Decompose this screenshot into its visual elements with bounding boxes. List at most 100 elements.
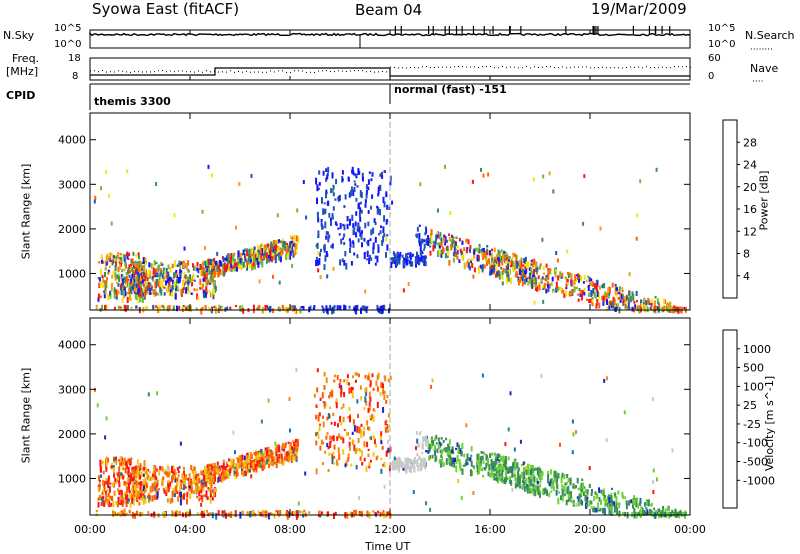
power-cell — [271, 245, 273, 252]
velocity-cell — [363, 457, 366, 462]
power-cell — [437, 242, 440, 246]
power-cell — [608, 305, 611, 310]
velocity-cell — [128, 458, 131, 463]
velocity-cell — [144, 499, 147, 504]
velocity-cell — [172, 465, 175, 471]
velocity-cell — [148, 496, 151, 501]
velocity-colorbar-tick-label: -100 — [743, 437, 768, 450]
velocity-cell — [556, 474, 559, 482]
power-cell — [420, 258, 423, 262]
velocity-cell — [577, 487, 580, 491]
velocity-cell — [171, 465, 173, 473]
velocity-cell — [281, 460, 283, 465]
nave-dot — [162, 70, 163, 72]
velocity-cell — [616, 507, 619, 515]
velocity-cell — [129, 502, 132, 508]
velocity-cell — [385, 450, 388, 457]
velocity-cell — [167, 471, 170, 478]
power-cell — [199, 270, 202, 276]
velocity-cell — [218, 465, 221, 469]
power-cell — [176, 285, 179, 291]
velocity-cell — [498, 470, 501, 477]
power-cell — [341, 170, 344, 175]
power-cell — [230, 262, 233, 269]
velocity-cell — [347, 457, 350, 462]
velocity-cell — [321, 462, 324, 466]
velocity-cell — [174, 478, 177, 483]
power-colorbar-tick-label: 20 — [743, 181, 757, 194]
power-cell — [530, 263, 533, 266]
velocity-cell — [345, 432, 348, 437]
velocity-cell — [433, 448, 436, 451]
velocity-cell — [488, 463, 491, 471]
velocity-cell — [569, 490, 572, 498]
power-cell — [203, 271, 206, 276]
power-cell — [131, 281, 134, 286]
nave-dot — [582, 66, 583, 68]
velocity-cell — [226, 471, 229, 474]
power-cell — [355, 306, 358, 310]
velocity-cell — [137, 492, 140, 497]
power-cell — [341, 178, 344, 182]
velocity-cell — [130, 473, 133, 480]
power-cell — [483, 252, 486, 258]
velocity-cell — [263, 463, 266, 470]
power-cell — [151, 285, 154, 289]
velocity-cell — [358, 426, 361, 434]
power-cell — [371, 194, 374, 199]
nave-dot — [678, 66, 679, 68]
nave-dot — [146, 71, 147, 73]
power-cell — [138, 273, 140, 280]
power-cell — [545, 274, 548, 278]
power-cell — [434, 244, 437, 249]
power-cell — [467, 258, 470, 262]
power-cell — [498, 261, 501, 267]
x-tick-label: 04:00 — [174, 523, 206, 536]
power-cell — [644, 305, 647, 312]
power-cell — [201, 209, 204, 214]
power-cell — [436, 231, 439, 235]
power-cell — [106, 277, 109, 281]
power-cell — [588, 276, 591, 282]
velocity-cell — [291, 456, 294, 461]
velocity-cell — [329, 406, 331, 410]
velocity-cell — [519, 439, 522, 444]
velocity-cell — [410, 467, 413, 474]
power-cell — [521, 268, 524, 274]
power-cell — [100, 186, 102, 191]
power-cell — [555, 251, 558, 255]
power-cell — [422, 255, 425, 259]
velocity-cell — [100, 474, 102, 478]
power-cell — [398, 261, 401, 265]
power-cell — [424, 261, 427, 267]
velocity-cell — [550, 478, 553, 484]
velocity-cell — [557, 497, 560, 505]
power-cell — [437, 208, 439, 213]
nave-dot — [470, 66, 471, 68]
velocity-cell — [373, 409, 376, 412]
power-cell — [317, 251, 320, 256]
power-cell — [134, 293, 137, 299]
velocity-cell — [265, 447, 268, 452]
power-cell — [440, 249, 443, 255]
velocity-cell — [561, 472, 564, 476]
velocity-cell — [434, 451, 436, 456]
nave-dot — [498, 67, 499, 69]
power-cell — [180, 288, 183, 296]
velocity-cell — [299, 510, 302, 514]
velocity-cell — [99, 459, 102, 467]
velocity-cell — [333, 379, 336, 383]
velocity-cell — [328, 395, 331, 399]
nave-dot — [374, 71, 375, 73]
velocity-cell — [349, 415, 351, 423]
power-cell — [419, 182, 422, 187]
velocity-cell — [123, 508, 126, 513]
power-cell — [130, 266, 132, 271]
velocity-cell — [554, 472, 557, 479]
power-cell — [316, 197, 318, 205]
velocity-cell — [480, 451, 483, 454]
power-cell — [269, 305, 272, 312]
power-cell — [202, 277, 205, 282]
power-cell — [226, 263, 229, 268]
velocity-cell — [421, 442, 424, 450]
